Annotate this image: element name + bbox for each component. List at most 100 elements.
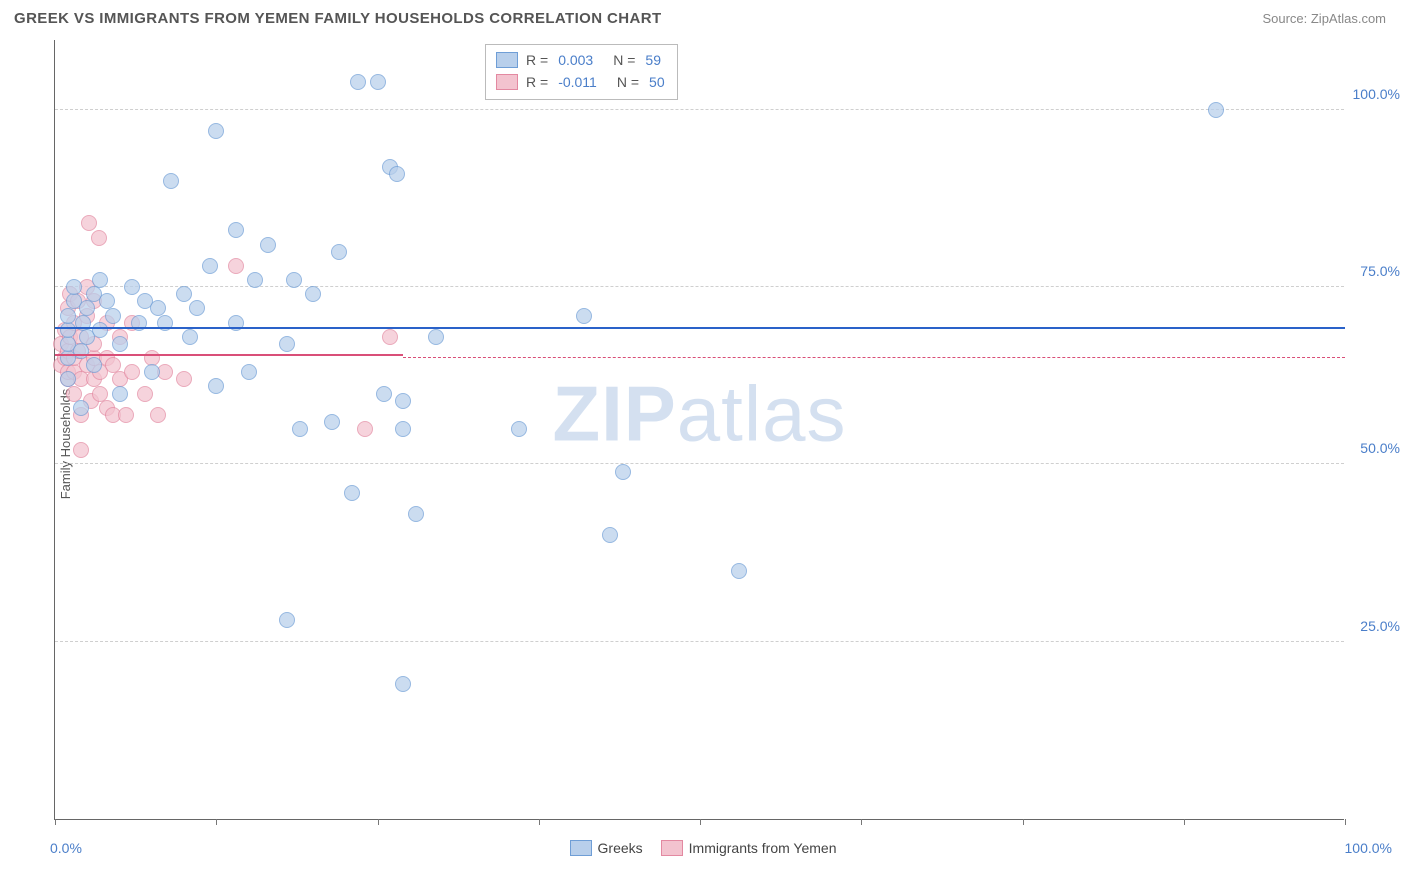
scatter-point-yemen <box>91 230 107 246</box>
scatter-point-greeks <box>344 485 360 501</box>
swatch-yemen <box>496 74 518 90</box>
x-tick <box>1184 819 1185 825</box>
r-label: R = <box>526 49 548 71</box>
scatter-point-yemen <box>137 386 153 402</box>
series-legend: 0.0% Greeks Immigrants from Yemen 100.0% <box>14 846 1392 850</box>
gridline <box>55 109 1344 110</box>
y-tick-label: 100.0% <box>1353 86 1400 102</box>
scatter-point-yemen <box>228 258 244 274</box>
scatter-point-greeks <box>428 329 444 345</box>
scatter-point-greeks <box>331 244 347 260</box>
scatter-point-greeks <box>202 258 218 274</box>
scatter-point-greeks <box>731 563 747 579</box>
scatter-point-greeks <box>395 393 411 409</box>
scatter-point-yemen <box>176 371 192 387</box>
x-tick <box>1023 819 1024 825</box>
y-tick-label: 25.0% <box>1360 618 1400 634</box>
scatter-point-greeks <box>576 308 592 324</box>
x-tick-label-min: 0.0% <box>50 840 82 856</box>
scatter-point-yemen <box>357 421 373 437</box>
scatter-point-greeks <box>615 464 631 480</box>
r-value-yemen: -0.011 <box>558 71 597 93</box>
n-value-greeks: 59 <box>645 49 661 71</box>
scatter-point-yemen <box>118 407 134 423</box>
scatter-point-yemen <box>73 442 89 458</box>
scatter-point-greeks <box>60 308 76 324</box>
scatter-point-greeks <box>112 386 128 402</box>
r-value-greeks: 0.003 <box>558 49 593 71</box>
x-tick <box>861 819 862 825</box>
scatter-point-greeks <box>260 237 276 253</box>
scatter-point-greeks <box>176 286 192 302</box>
scatter-point-greeks <box>1208 102 1224 118</box>
scatter-point-greeks <box>92 322 108 338</box>
legend-item-greeks: Greeks <box>570 840 643 856</box>
scatter-point-yemen <box>124 364 140 380</box>
scatter-point-greeks <box>79 300 95 316</box>
scatter-point-greeks <box>395 676 411 692</box>
scatter-point-greeks <box>395 421 411 437</box>
gridline <box>55 641 1344 642</box>
chart-title: GREEK VS IMMIGRANTS FROM YEMEN FAMILY HO… <box>14 10 662 27</box>
scatter-point-greeks <box>182 329 198 345</box>
legend-label-yemen: Immigrants from Yemen <box>689 840 837 856</box>
scatter-point-greeks <box>389 166 405 182</box>
y-tick-label: 75.0% <box>1360 263 1400 279</box>
trendline-yemen <box>55 354 403 356</box>
scatter-point-greeks <box>408 506 424 522</box>
watermark: ZIPatlas <box>552 368 846 459</box>
n-label: N = <box>617 71 639 93</box>
gridline <box>55 286 1344 287</box>
scatter-point-yemen <box>81 215 97 231</box>
source-attribution: Source: ZipAtlas.com <box>1262 11 1386 26</box>
trendline-greeks <box>55 327 1345 329</box>
legend-item-yemen: Immigrants from Yemen <box>661 840 837 856</box>
scatter-point-greeks <box>324 414 340 430</box>
scatter-point-greeks <box>105 308 121 324</box>
scatter-point-greeks <box>144 364 160 380</box>
scatter-point-greeks <box>279 612 295 628</box>
scatter-point-greeks <box>241 364 257 380</box>
scatter-point-greeks <box>602 527 618 543</box>
scatter-point-greeks <box>66 279 82 295</box>
x-tick <box>378 819 379 825</box>
swatch-greeks <box>496 52 518 68</box>
scatter-point-greeks <box>60 322 76 338</box>
scatter-point-greeks <box>350 74 366 90</box>
plot-area: ZIPatlas R = 0.003 N = 59 R = -0.011 N =… <box>54 40 1344 820</box>
watermark-bold: ZIP <box>552 369 676 457</box>
scatter-point-greeks <box>228 222 244 238</box>
stats-legend: R = 0.003 N = 59 R = -0.011 N = 50 <box>485 44 678 100</box>
r-label: R = <box>526 71 548 93</box>
swatch-yemen <box>661 840 683 856</box>
x-tick <box>55 819 56 825</box>
gridline <box>55 463 1344 464</box>
x-tick <box>539 819 540 825</box>
stats-row-yemen: R = -0.011 N = 50 <box>496 71 667 93</box>
swatch-greeks <box>570 840 592 856</box>
stats-row-greeks: R = 0.003 N = 59 <box>496 49 667 71</box>
x-tick-label-max: 100.0% <box>1345 840 1392 856</box>
scatter-point-greeks <box>305 286 321 302</box>
scatter-point-greeks <box>286 272 302 288</box>
scatter-point-greeks <box>124 279 140 295</box>
trendline-yemen-extrapolated <box>403 357 1345 358</box>
scatter-point-greeks <box>86 357 102 373</box>
scatter-point-yemen <box>382 329 398 345</box>
chart-container: Family Households ZIPatlas R = 0.003 N =… <box>14 40 1392 848</box>
legend-label-greeks: Greeks <box>598 840 643 856</box>
scatter-point-greeks <box>292 421 308 437</box>
watermark-rest: atlas <box>677 369 847 457</box>
scatter-point-greeks <box>247 272 263 288</box>
scatter-point-greeks <box>92 272 108 288</box>
scatter-point-greeks <box>376 386 392 402</box>
x-tick <box>700 819 701 825</box>
scatter-point-greeks <box>511 421 527 437</box>
scatter-point-greeks <box>208 123 224 139</box>
n-value-yemen: 50 <box>649 71 665 93</box>
scatter-point-greeks <box>279 336 295 352</box>
scatter-point-greeks <box>60 371 76 387</box>
scatter-point-greeks <box>208 378 224 394</box>
scatter-point-greeks <box>73 343 89 359</box>
scatter-point-greeks <box>189 300 205 316</box>
